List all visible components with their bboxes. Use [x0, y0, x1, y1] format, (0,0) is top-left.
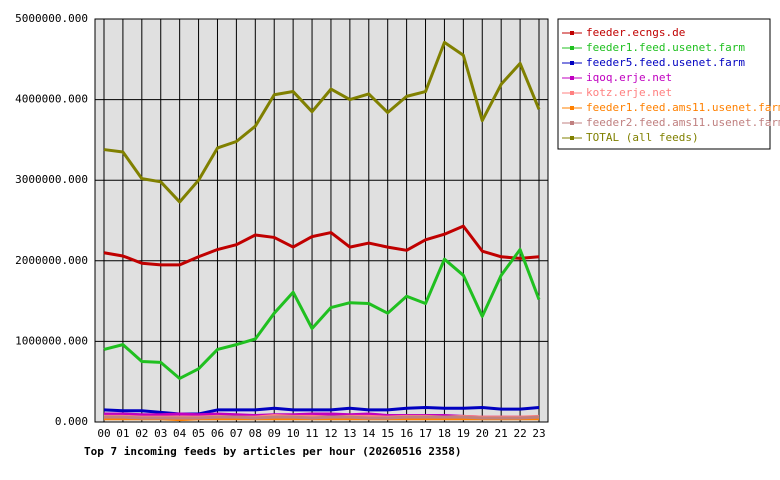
plot-border	[94, 18, 549, 423]
x-tick-label: 01	[116, 427, 129, 440]
x-tick-label: 23	[532, 427, 545, 440]
x-tick-label: 22	[513, 427, 526, 440]
legend-dot	[570, 46, 574, 50]
legend-label: feeder1.feed.ams11.usenet.farm	[586, 101, 780, 114]
legend-label: kotz.erje.net	[586, 86, 672, 99]
y-tick-label: 3000000.000	[15, 173, 88, 186]
series-line	[104, 415, 540, 420]
x-tick-label: 10	[287, 427, 300, 440]
x-tick-label: 03	[154, 427, 167, 440]
x-tick-label: 15	[381, 427, 394, 440]
legend-label: feeder2.feed.ams11.usenet.farm	[586, 116, 780, 129]
legend-label: TOTAL (all feeds)	[586, 131, 699, 144]
series-line	[103, 40, 541, 204]
legend-label: iqoq.erje.net	[586, 71, 672, 84]
y-tick-label: 1000000.000	[15, 334, 88, 347]
legend-label: feeder5.feed.usenet.farm	[586, 56, 745, 69]
legend-dot	[570, 61, 574, 65]
y-tick-label: 2000000.000	[15, 254, 88, 267]
legend-box	[557, 18, 771, 150]
legend-dot	[570, 121, 574, 125]
legend-dot	[570, 76, 574, 80]
x-tick-label: 19	[457, 427, 470, 440]
x-tick-label: 06	[211, 427, 224, 440]
x-tick-label: 21	[495, 427, 508, 440]
x-tick-label: 16	[400, 427, 413, 440]
x-tick-label: 07	[230, 427, 243, 440]
x-tick-label: 20	[476, 427, 489, 440]
series-line	[103, 224, 540, 267]
legend-dot	[570, 91, 574, 95]
x-tick-label: 05	[192, 427, 205, 440]
x-tick-label: 09	[268, 427, 281, 440]
series-line	[103, 248, 541, 380]
legend-label: feeder.ecngs.de	[586, 26, 685, 39]
x-tick-label: 02	[135, 427, 148, 440]
legend-label: feeder1.feed.usenet.farm	[586, 41, 745, 54]
x-tick-label: 00	[97, 427, 110, 440]
x-tick-label: 08	[249, 427, 262, 440]
x-tick-label: 12	[324, 427, 337, 440]
x-tick-label: 18	[438, 427, 451, 440]
legend-dot	[570, 31, 574, 35]
x-tick-label: 13	[343, 427, 356, 440]
y-tick-label: 5000000.000	[15, 12, 88, 25]
x-tick-label: 11	[305, 427, 318, 440]
y-tick-label: 0.000	[55, 415, 88, 428]
x-tick-label: 14	[362, 427, 376, 440]
legend-dot	[570, 136, 574, 140]
x-tick-label: 04	[173, 427, 187, 440]
x-tick-label: 17	[419, 427, 432, 440]
legend-dot	[570, 106, 574, 110]
chart-title: Top 7 incoming feeds by articles per hou…	[84, 445, 462, 458]
y-tick-label: 4000000.000	[15, 93, 88, 106]
plot-area	[95, 19, 548, 422]
